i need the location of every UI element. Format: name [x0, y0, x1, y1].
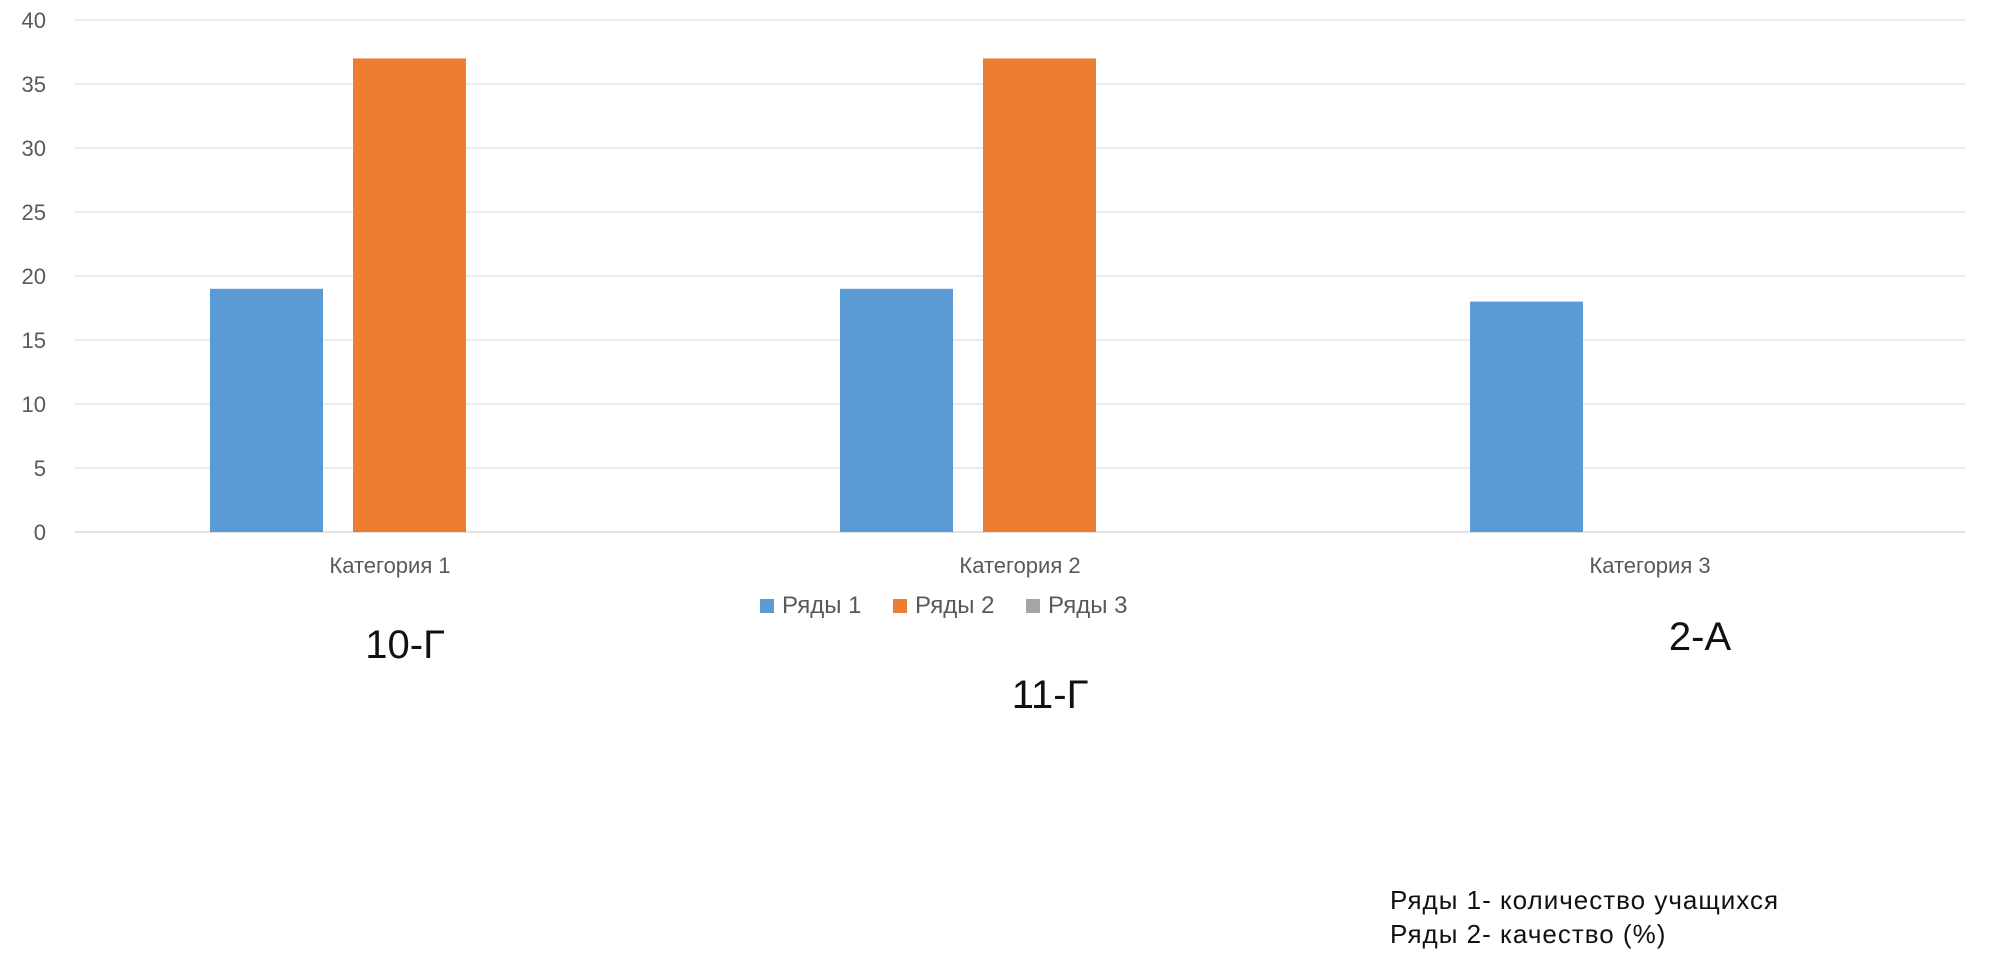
series-note-2: Ряды 2- качество (%)	[1390, 919, 1667, 949]
x-tick-label: Категория 1	[329, 553, 450, 578]
bar-2-2	[983, 58, 1096, 533]
legend-label-3: Ряды 3	[1048, 592, 1127, 619]
y-tick-label: 25	[22, 200, 46, 225]
y-tick-label: 20	[22, 264, 46, 289]
class-label-3: 2-А	[1669, 615, 1732, 659]
bar-1-2	[840, 288, 953, 532]
legend-label-2: Ряды 2	[915, 592, 994, 619]
bar-1-3	[1470, 301, 1583, 532]
series-notes: Ряды 1- количество учащихся Ряды 2- каче…	[1390, 883, 1779, 951]
y-tick-label: 10	[22, 392, 46, 417]
x-tick-label: Категория 2	[959, 553, 1080, 578]
class-label-1: 10-Г	[365, 623, 444, 667]
bar-1-1	[210, 288, 323, 532]
x-tick-label: Категория 3	[1589, 553, 1710, 578]
legend-label-1: Ряды 1	[782, 592, 861, 619]
legend-swatch-1	[760, 599, 774, 613]
y-tick-label: 5	[34, 456, 46, 481]
y-tick-label: 35	[22, 72, 46, 97]
legend-swatch-3	[1026, 599, 1040, 613]
legend-swatch-2	[893, 599, 907, 613]
series-note-1: Ряды 1- количество учащихся	[1390, 885, 1780, 915]
y-tick-label: 15	[22, 328, 46, 353]
y-tick-label: 30	[22, 136, 46, 161]
y-tick-label: 40	[22, 8, 46, 33]
y-tick-label: 0	[34, 520, 46, 545]
bar-2-1	[353, 58, 466, 533]
class-label-2: 11-Г	[1012, 673, 1089, 717]
